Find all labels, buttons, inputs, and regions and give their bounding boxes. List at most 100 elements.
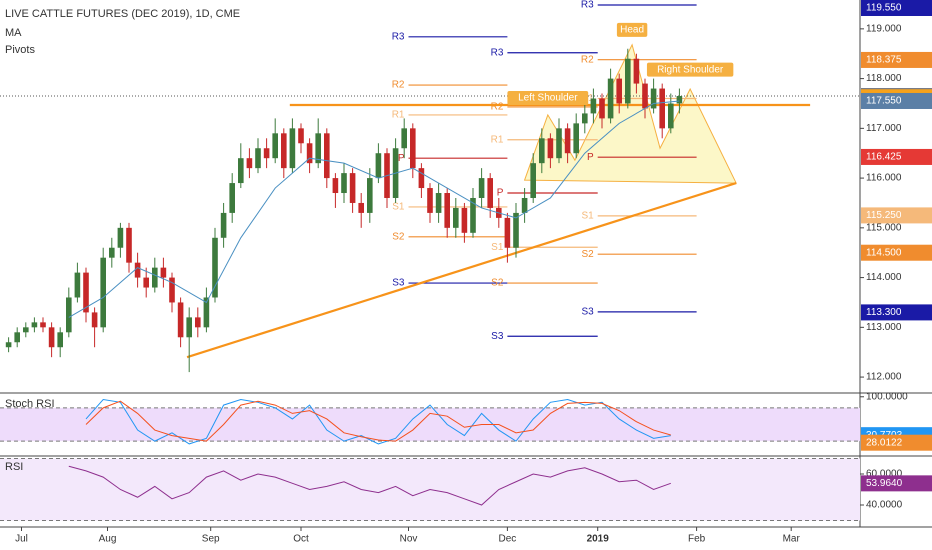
candle-body — [521, 197, 528, 213]
price-tag-label: 115.250 — [866, 210, 902, 221]
pivot-label: P — [497, 188, 504, 199]
candle-body — [650, 88, 657, 109]
candle-body — [341, 173, 347, 194]
candle-body — [582, 113, 588, 124]
y-tick-label: 118.000 — [866, 73, 902, 84]
candle-body — [375, 153, 382, 179]
pivot-label: R2 — [392, 80, 405, 91]
candle-body — [676, 96, 683, 104]
indicator-tag-label: 28.0122 — [866, 437, 903, 448]
price-tag-label: 113.300 — [866, 307, 902, 318]
pattern-label: Left Shoulder — [518, 93, 578, 104]
pattern-label-box — [507, 91, 589, 105]
candle-body — [152, 267, 158, 288]
band — [0, 407, 860, 442]
x-tick-label: Mar — [783, 534, 801, 545]
pivot-label: S1 — [491, 242, 504, 253]
candle-body — [315, 133, 321, 164]
candle-body — [134, 262, 141, 278]
candle-body — [298, 128, 304, 144]
indicator-tag-label: 53.9640 — [866, 478, 903, 489]
rsi-line — [68, 465, 671, 506]
x-tick-label: Jul — [15, 534, 28, 545]
price-tag — [861, 92, 932, 109]
candle-body — [203, 297, 210, 328]
y-tick-label: 112.000 — [866, 372, 902, 383]
candle-body — [504, 217, 511, 248]
indicator-label: MA — [5, 27, 22, 39]
pivot-label: S3 — [491, 331, 504, 342]
candle-body — [487, 178, 493, 208]
pivot-label: R2 — [491, 102, 504, 113]
pivot-label: S3 — [392, 278, 405, 289]
candle-body — [513, 212, 519, 248]
trend-line — [186, 182, 737, 359]
candle-body — [590, 98, 597, 114]
candle-body — [14, 332, 20, 343]
candle-body — [470, 197, 476, 233]
x-tick-label: 2019 — [587, 534, 610, 545]
indicator-tag — [861, 475, 932, 492]
price-tag — [861, 304, 932, 321]
y-tick-label: 113.000 — [866, 322, 902, 333]
candle-body — [564, 128, 571, 154]
candle-body — [48, 327, 55, 348]
price-tag — [861, 148, 932, 165]
candle-body — [91, 312, 98, 328]
candle-body — [40, 322, 46, 328]
candle-body — [306, 143, 313, 164]
candle-body — [427, 188, 433, 213]
pivot-label: R1 — [392, 110, 405, 121]
candle-body — [57, 332, 63, 348]
candle-body — [229, 183, 235, 213]
pivot-label: S1 — [392, 202, 405, 213]
y-tick-label: 114.000 — [866, 272, 902, 283]
candle-body — [66, 297, 72, 333]
candle-body — [349, 173, 356, 203]
y-tick-label: 115.000 — [866, 222, 902, 233]
candle-body — [186, 317, 192, 338]
candle-body — [100, 257, 106, 328]
candle-body — [642, 83, 648, 109]
candle-body — [289, 128, 296, 169]
pivot-label: S1 — [581, 211, 594, 222]
candle-body — [195, 317, 201, 328]
pivot-label: S2 — [392, 231, 405, 242]
x-tick-label: Oct — [293, 534, 309, 545]
x-tick-label: Aug — [99, 534, 117, 545]
candle-body — [272, 133, 278, 159]
y-tick-label: 117.000 — [866, 123, 902, 134]
pattern-label: Right Shoulder — [657, 64, 724, 75]
y-tick-label: 60.0000 — [866, 469, 903, 480]
pivot-label: R3 — [392, 31, 405, 42]
chart-title: LIVE CATTLE FUTURES (DEC 2019), 1D, CME — [5, 8, 240, 20]
y-tick-label: 116.000 — [866, 173, 902, 184]
candle-body — [324, 133, 330, 179]
candle-body — [246, 158, 253, 169]
candle-body — [625, 58, 631, 104]
y-tick-label: 119.000 — [866, 23, 902, 34]
candle-body — [255, 148, 261, 169]
candle-body — [633, 58, 640, 84]
stoch-line — [85, 399, 671, 445]
y-tick-label: 100.0000 — [866, 391, 908, 402]
candle-body — [281, 133, 287, 169]
candle-body — [74, 272, 81, 298]
candle-body — [358, 202, 364, 213]
price-tag-label: 119.550 — [866, 3, 902, 14]
pattern-label-box — [646, 62, 734, 77]
pivot-label: R3 — [581, 0, 594, 11]
candle-body — [117, 227, 124, 248]
candle-body — [220, 212, 227, 238]
candle-body — [23, 327, 29, 333]
price-tag — [861, 51, 932, 68]
candle-body — [332, 178, 339, 194]
candle-body — [169, 277, 175, 303]
x-tick-label: Feb — [688, 534, 706, 545]
candle-body — [599, 98, 605, 119]
candle-body — [461, 207, 468, 233]
candle-body — [444, 193, 450, 228]
candle-body — [31, 322, 38, 328]
pivot-label: S2 — [491, 278, 504, 289]
